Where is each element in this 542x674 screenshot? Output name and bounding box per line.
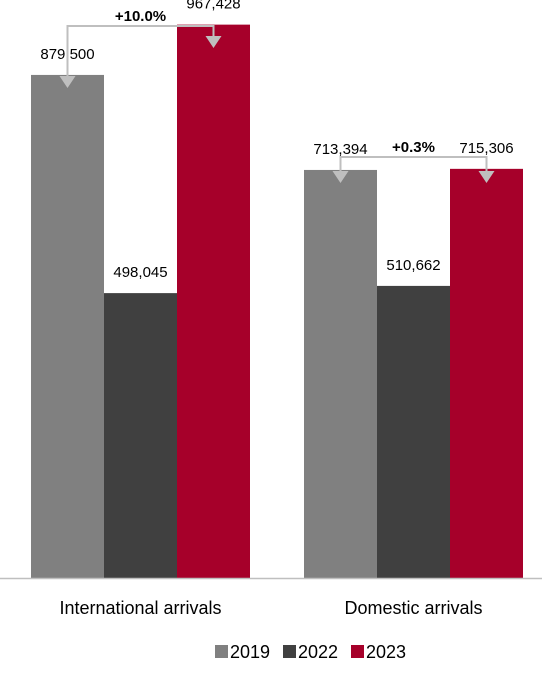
data-label-2023-domestic: 715,306 (459, 140, 513, 157)
data-label-2023-international: 967,428 (186, 0, 240, 13)
category-labels-layer: International arrivals Domestic arrivals (59, 598, 482, 618)
arrowhead-left-international (59, 76, 76, 88)
bar-2023-international (177, 24, 250, 579)
legend-label-2019: 2019 (230, 642, 270, 662)
bar-2019-domestic (304, 169, 377, 578)
category-label-international: International arrivals (59, 598, 221, 618)
change-label-domestic: +0.3% (392, 139, 435, 156)
annotations-layer: +10.0% +0.3% (59, 8, 495, 183)
change-bracket-domestic (339, 156, 488, 173)
legend-swatch-2022 (283, 645, 296, 658)
arrowhead-left-domestic (332, 171, 349, 183)
legend-label-2023: 2023 (366, 642, 406, 662)
bars-layer (31, 24, 523, 579)
legend: 2019 2022 2023 (215, 642, 406, 662)
legend-swatch-2019 (215, 645, 228, 658)
change-bracket-international (66, 25, 215, 78)
legend-label-2022: 2022 (298, 642, 338, 662)
arrowhead-right-international (205, 36, 222, 48)
bar-2022-domestic (377, 285, 450, 578)
legend-swatch-2023 (351, 645, 364, 658)
change-label-international: +10.0% (115, 8, 166, 25)
arrowhead-right-domestic (478, 171, 495, 183)
category-label-domestic: Domestic arrivals (344, 598, 482, 618)
bar-2022-international (104, 293, 177, 578)
bar-2023-domestic (450, 168, 523, 578)
data-label-2022-international: 498,045 (113, 264, 167, 281)
data-label-2022-domestic: 510,662 (386, 257, 440, 274)
bar-2019-international (31, 74, 104, 579)
data-label-2019-domestic: 713,394 (313, 141, 367, 158)
data-labels-layer: 879,500498,045967,428713,394510,662715,3… (40, 0, 513, 281)
